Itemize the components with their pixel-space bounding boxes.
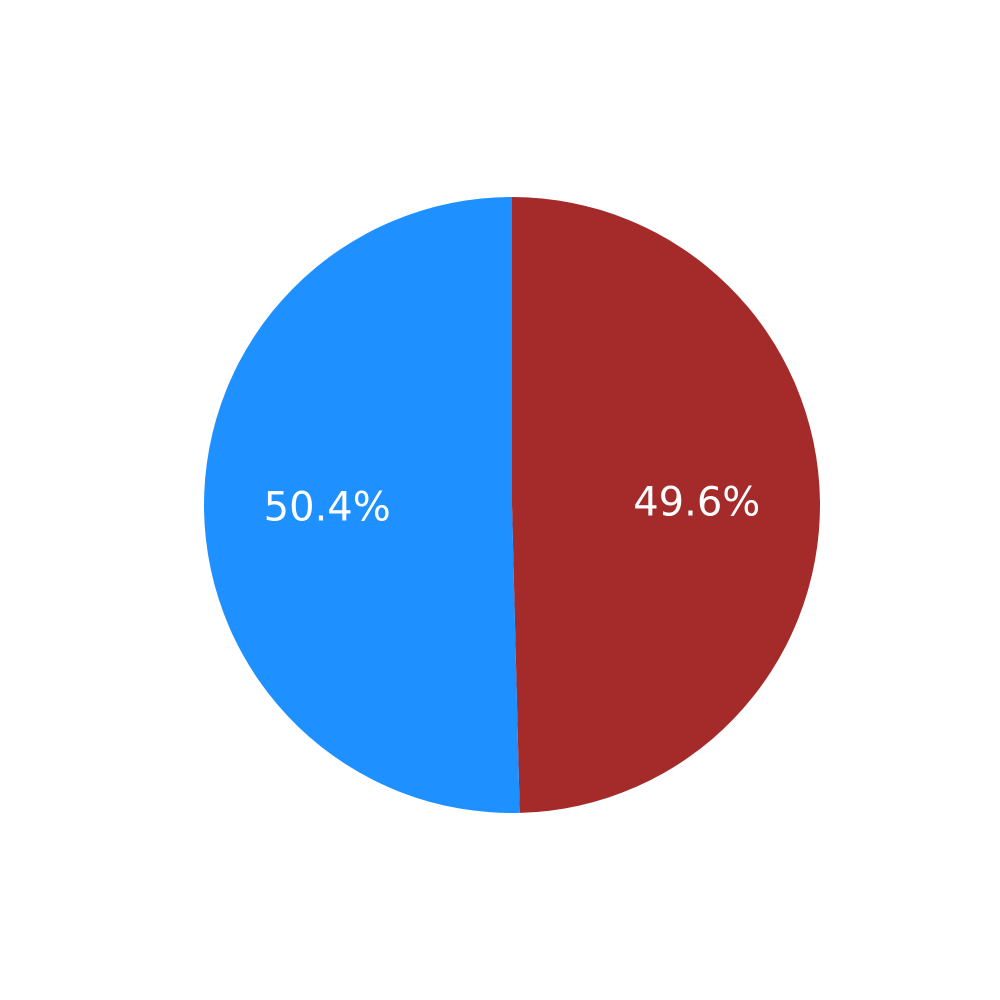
pie-slice-1 bbox=[203, 197, 520, 813]
pie-slice-0 bbox=[512, 197, 820, 813]
slices-layer bbox=[203, 197, 820, 813]
slice-label-0: 49.6% bbox=[633, 480, 760, 526]
slice-label-1: 50.4% bbox=[264, 484, 391, 530]
labels-layer: 49.6% 50.4% bbox=[264, 480, 761, 531]
